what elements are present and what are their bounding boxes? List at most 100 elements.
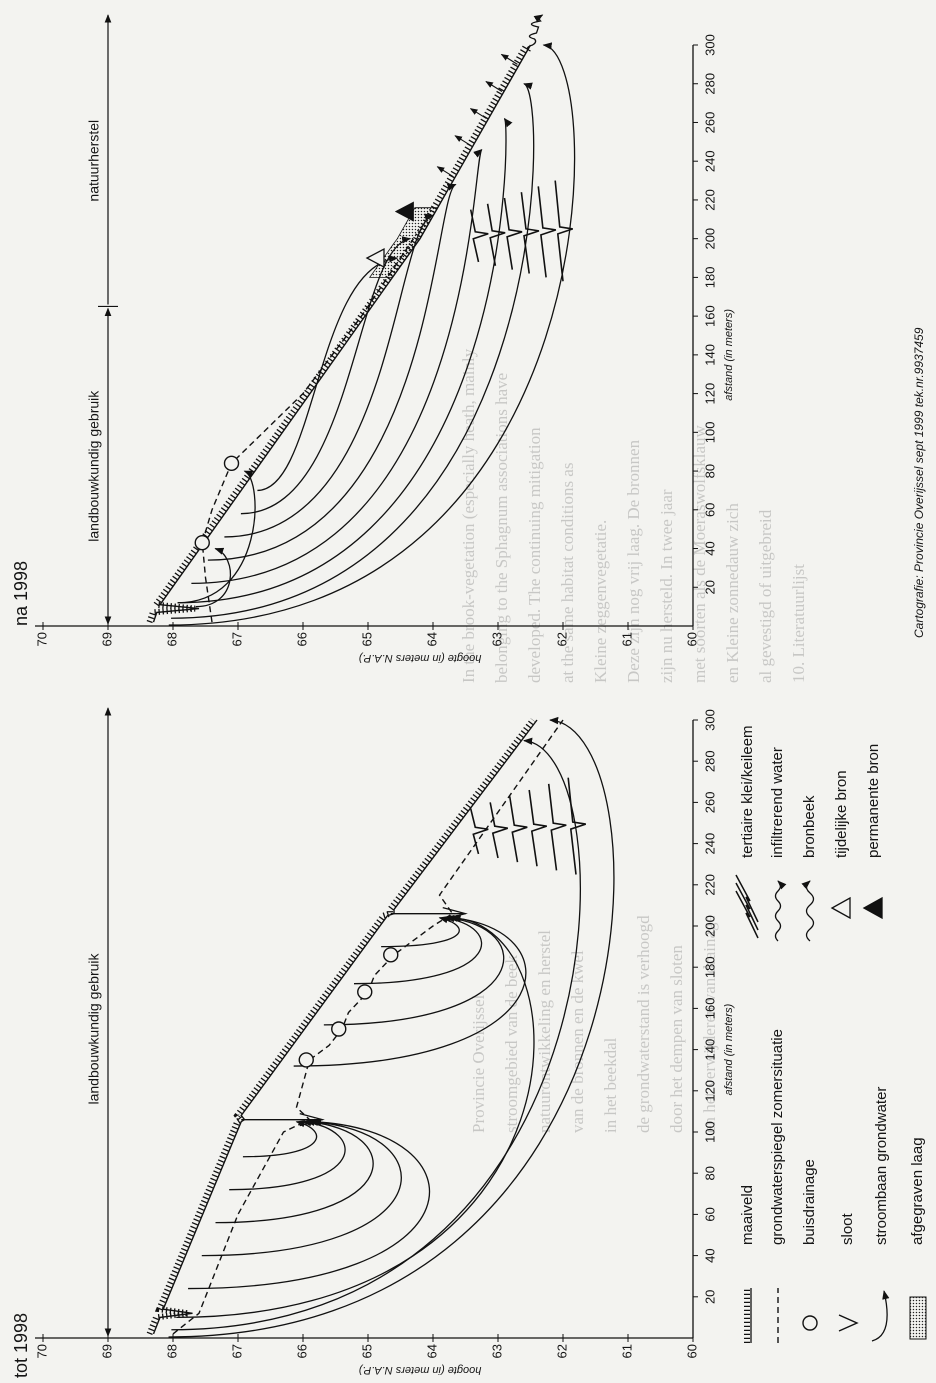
drain xyxy=(357,984,373,1000)
x-tick-label: 120 xyxy=(702,1080,717,1102)
legend-symbol xyxy=(735,874,759,923)
y-tick-label: 68 xyxy=(164,1344,179,1358)
bg-line: 10. Literatuurlijst xyxy=(789,564,808,683)
drain xyxy=(383,947,399,963)
x-tick-label: 160 xyxy=(702,305,717,327)
y-tick-label: 63 xyxy=(489,632,504,646)
x-tick-label: 60 xyxy=(702,1207,717,1221)
flow-line xyxy=(188,1118,431,1290)
x-tick-label: 180 xyxy=(702,267,717,289)
bg-line: stroomgebied van de beek xyxy=(502,955,521,1133)
legend-symbol xyxy=(862,896,883,920)
y-tick-label: 65 xyxy=(359,1344,374,1358)
x-tick-label: 120 xyxy=(702,383,717,405)
bg-line: developed. The continuing mitigation xyxy=(525,427,544,683)
diagram-title: na 1998 xyxy=(11,561,31,626)
x-tick-label: 260 xyxy=(702,112,717,134)
flow-line xyxy=(177,117,513,604)
y-tick-label: 69 xyxy=(99,632,114,646)
x-tick-label: 200 xyxy=(702,228,717,250)
legend-symbol xyxy=(830,896,851,920)
x-tick-label: 80 xyxy=(702,464,717,478)
x-tick-label: 220 xyxy=(702,874,717,896)
flow-line xyxy=(176,914,535,1319)
y-tick-label: 60 xyxy=(684,1344,699,1358)
y-tick-label: 70 xyxy=(34,632,49,646)
flow-line xyxy=(215,1118,374,1224)
flow-line xyxy=(353,915,483,985)
drain xyxy=(223,455,240,472)
clay-stroke xyxy=(567,777,587,875)
seep-arrow xyxy=(454,135,472,147)
bg-line: en het verwijderen van drainage xyxy=(700,915,719,1133)
use-label: landbouwkundig gebruik xyxy=(86,390,102,542)
x-tick-label: 80 xyxy=(702,1166,717,1180)
bg-line: Deze zijn nog vrij laag. De bronnen xyxy=(624,439,643,683)
seep-arrow xyxy=(436,166,454,178)
legend-label: stroombaan grondwater xyxy=(873,1087,890,1245)
spring xyxy=(394,201,414,222)
y-tick-label: 69 xyxy=(99,1344,114,1358)
legend-label: sloot xyxy=(839,1212,856,1245)
clay-stroke xyxy=(537,186,557,278)
x-tick-label: 280 xyxy=(702,750,717,772)
x-tick-label: 20 xyxy=(702,580,717,594)
bg-line: at the same habitat conditions as xyxy=(558,463,577,683)
drain xyxy=(194,535,210,551)
legend-label: buisdrainage xyxy=(801,1159,818,1245)
x-tick-label: 300 xyxy=(702,34,717,56)
diagrams: tot 1998 60 61 62 63 64 65 66 67 68 69 70 20 40 60 80 10… xyxy=(11,14,927,1378)
clay-stroke xyxy=(547,783,567,871)
drain xyxy=(331,1021,347,1037)
clay-stroke xyxy=(486,203,506,266)
x-tick-label: 300 xyxy=(702,709,717,731)
bg-line: Provincie Overijssel xyxy=(469,994,488,1133)
legend: maaiveld grondwaterspiegel zomersituatie b… xyxy=(735,725,927,1343)
cross-section: na 1998 60 61 62 63 64 65 66 67 68 69 70 20 40 60 80 100… xyxy=(11,14,735,664)
x-tick-label: 200 xyxy=(702,915,717,937)
groundwater xyxy=(201,238,415,623)
flow-line xyxy=(293,914,527,1067)
legend-symbol xyxy=(735,882,759,931)
legend-label: tijdelijke bron xyxy=(833,770,850,858)
flow-line xyxy=(171,737,581,1331)
flow-line xyxy=(168,716,615,1338)
y-tick-label: 60 xyxy=(684,632,699,646)
y-tick-label: 62 xyxy=(554,632,569,646)
legend-label: afgegraven laag xyxy=(909,1137,926,1245)
cross-section: tot 1998 60 61 62 63 64 65 66 67 68 69 70 20 40 60 80 10… xyxy=(11,707,735,1378)
y-tick-label: 61 xyxy=(619,632,634,646)
use-label: landbouwkundig gebruik xyxy=(86,953,102,1105)
x-tick-label: 240 xyxy=(702,150,717,172)
x-tick-label: 100 xyxy=(702,1121,717,1143)
x-axis-title: afstand (in meters) xyxy=(723,309,735,401)
seep-arrow xyxy=(500,53,518,65)
bg-line: belonging to the Sphagnum associations h… xyxy=(492,373,511,683)
x-tick-label: 240 xyxy=(702,833,717,855)
y-tick-label: 63 xyxy=(489,1344,504,1358)
legend-label: infiltrerend water xyxy=(769,747,786,858)
legend-label: tertiaire klei/keileem xyxy=(739,725,756,858)
legend-label: maaiveld xyxy=(739,1185,756,1245)
x-tick-label: 220 xyxy=(702,189,717,211)
y-tick-label: 61 xyxy=(619,1344,634,1358)
clay-stroke xyxy=(503,197,523,270)
x-tick-label: 40 xyxy=(702,1248,717,1262)
x-tick-label: 20 xyxy=(702,1290,717,1304)
seep-arrow xyxy=(469,108,487,120)
bg-line: zijn nu hersteld. In twee jaar xyxy=(657,489,676,683)
spring xyxy=(365,247,385,269)
surface xyxy=(152,44,532,623)
legend-symbol xyxy=(909,1296,927,1340)
show-through-text: In the brook-vegetation (especially heat… xyxy=(459,348,808,1133)
bg-line: Kleine zeggenvegetatie. xyxy=(591,520,610,683)
x-tick-label: 100 xyxy=(702,421,717,443)
bg-line: door het dempen van sloten xyxy=(667,945,686,1133)
y-tick-label: 64 xyxy=(424,632,439,646)
brook xyxy=(526,14,544,52)
flow-line xyxy=(168,42,576,626)
legend-symbol xyxy=(774,880,787,942)
clay-stroke xyxy=(528,789,548,867)
